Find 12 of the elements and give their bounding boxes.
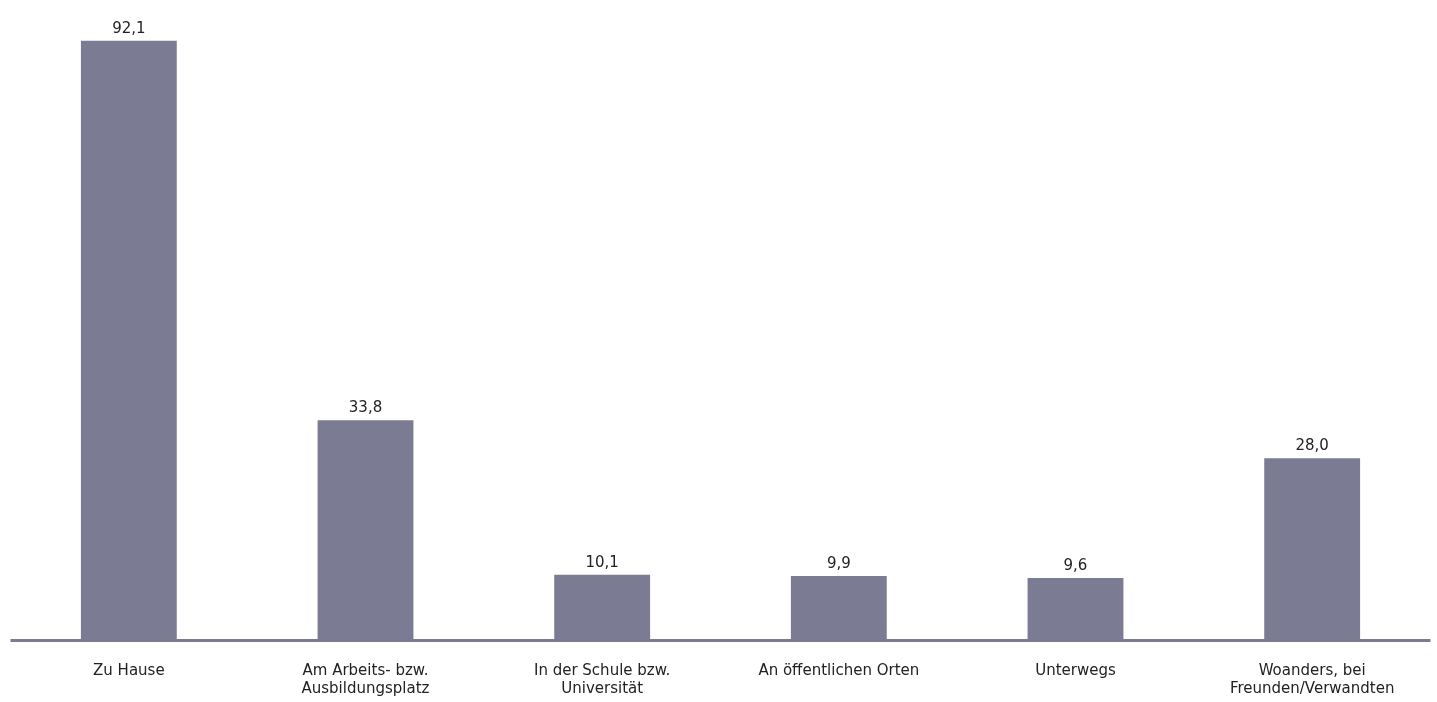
data-label: 9,9 bbox=[826, 554, 851, 573]
x-tick-label: Unterwegs bbox=[1035, 660, 1116, 679]
data-label: 33,8 bbox=[348, 398, 383, 417]
data-label: 92,1 bbox=[112, 18, 146, 37]
data-label: 10,1 bbox=[585, 552, 619, 571]
x-tick-label: Woanders, bei Freunden/Verwandten bbox=[1229, 660, 1395, 697]
x-tick-label: An öffentlichen Orten bbox=[758, 660, 920, 679]
x-tick-label: In der Schule bzw. Universität bbox=[533, 660, 671, 697]
x-tick-label: Zu Hause bbox=[93, 660, 165, 679]
x-tick-label: Am Arbeits- bzw. Ausbildungsplatz bbox=[301, 660, 430, 697]
data-label: 28,0 bbox=[1295, 436, 1329, 455]
data-label: 9,6 bbox=[1063, 555, 1088, 574]
